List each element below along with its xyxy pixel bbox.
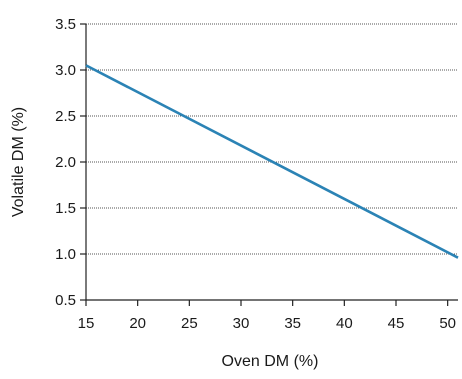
axes bbox=[80, 23, 458, 306]
series-line-0 bbox=[85, 64, 459, 259]
y-tick-label-0: 0.5 bbox=[55, 292, 76, 309]
x-tick-label-6: 45 bbox=[388, 315, 405, 332]
x-tick-label-7: 50 bbox=[439, 315, 456, 332]
tick-labels: 0.5 1.0 1.5 2.0 2.5 3.0 3.5 15 20 25 30 35 40 45 50 bbox=[55, 16, 456, 332]
x-tick-label-5: 40 bbox=[336, 315, 353, 332]
x-tick-label-0: 15 bbox=[78, 315, 95, 332]
y-tick-label-5: 3.0 bbox=[55, 62, 76, 79]
x-tick-label-4: 35 bbox=[284, 315, 301, 332]
y-axis-title: Volatile DM (%) bbox=[10, 107, 27, 217]
y-tick-label-2: 1.5 bbox=[55, 200, 76, 217]
y-tick-label-6: 3.5 bbox=[55, 16, 76, 33]
y-tick-label-3: 2.0 bbox=[55, 154, 76, 171]
x-tick-label-1: 20 bbox=[129, 315, 146, 332]
x-tick-label-3: 30 bbox=[233, 315, 250, 332]
y-tick-label-4: 2.5 bbox=[55, 108, 76, 125]
x-tick-label-2: 25 bbox=[181, 315, 198, 332]
data-series bbox=[85, 64, 459, 259]
gridlines bbox=[86, 23, 458, 255]
y-tick-label-1: 1.0 bbox=[55, 246, 76, 263]
x-axis-title: Oven DM (%) bbox=[222, 353, 319, 370]
